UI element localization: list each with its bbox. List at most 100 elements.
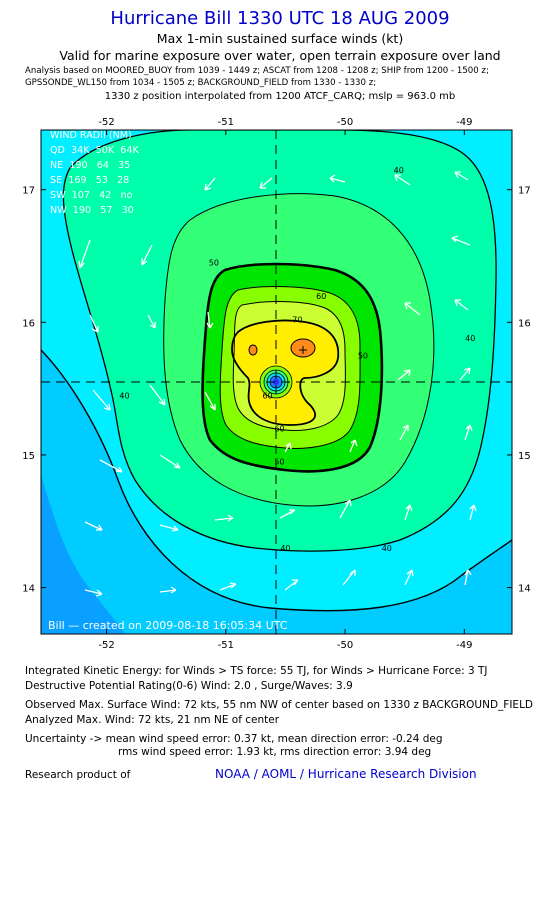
created-credit: Bill — created on 2009-08-18 16:05:34 UT… [48, 619, 288, 632]
uncertainty-line-2: rms wind speed error: 1.93 kt, rms direc… [118, 746, 432, 758]
wind-field: 40 40 40 40 40 50 50 50 60 60 60 70 WIND RADII (NM)… [41, 130, 512, 634]
wind-arrow [159, 586, 177, 594]
contour-label: 40 [382, 544, 392, 553]
contour-label: 40 [465, 334, 475, 343]
x-tick-label-top: -51 [218, 117, 234, 128]
contour-70-north [290, 338, 316, 358]
wind-arrow [219, 582, 237, 591]
wind-arrow [342, 569, 356, 586]
x-tick-label-top: -52 [98, 117, 114, 128]
wind-radii-row: QD 34K 50K 64K [50, 145, 139, 156]
analysis-sources-line-2: GPSSONDE_WL150 from 1034 - 1505 z; BACKG… [25, 78, 377, 88]
wind-arrows [78, 171, 477, 597]
wind-arrow [284, 442, 292, 453]
wind-arrow [329, 174, 346, 183]
contour-label: 60 [274, 424, 284, 433]
field-70-plus-west [249, 345, 257, 355]
wind-arrow [204, 391, 216, 411]
center-crosshair [41, 130, 512, 634]
wind-arrow [84, 589, 103, 597]
x-tick-label-bottom: -52 [98, 640, 114, 651]
x-tick-label-top: -50 [337, 117, 353, 128]
research-label: Research product of [25, 769, 131, 781]
y-tick-label-left: 17 [22, 186, 35, 197]
x-tick-label-top: -49 [456, 117, 472, 128]
wind-arrow [159, 454, 181, 469]
wind-arrow [159, 524, 179, 532]
max-wind-marker [299, 346, 307, 354]
y-tick-label-left: 14 [22, 584, 35, 595]
wind-arrow [206, 311, 214, 329]
wind-chart: 40 40 40 40 40 50 50 50 60 60 60 70 WIND RADII (NM)… [22, 117, 530, 651]
wind-arrow [89, 314, 99, 333]
wind-arrow [454, 171, 469, 181]
contour-label: 50 [274, 458, 284, 467]
contour-40 [62, 130, 497, 552]
wind-arrow [339, 499, 352, 519]
wind-arrow [279, 509, 296, 519]
field-below-30 [41, 475, 125, 634]
wind-radii-row: SW 107 42 no [50, 190, 133, 201]
plot-frame [40, 129, 513, 635]
subtitle-validity: Valid for marine exposure over water, op… [59, 48, 501, 63]
org-link[interactable]: NOAA / AOML / Hurricane Research Divisio… [215, 767, 477, 781]
wind-arrow [147, 314, 156, 329]
wind-arrow [349, 439, 358, 453]
contour-label: 70 [292, 316, 302, 325]
wind-arrow [149, 384, 166, 406]
contour-label: 40 [280, 544, 290, 553]
wind-arrow [451, 235, 471, 246]
contour-label: 60 [262, 391, 272, 400]
wind-arrow [404, 302, 421, 316]
y-tick-label-left: 15 [22, 451, 35, 462]
wind-arrow [469, 504, 477, 521]
contour-65 [231, 319, 340, 426]
wind-arrow [84, 521, 103, 531]
axes: -52 -52 -51 -51 -50 -50 -49 -49 17 17 16 16 15 15 14 14 [22, 117, 530, 651]
x-tick-label-bottom: -49 [456, 640, 472, 651]
x-tick-label-bottom: -51 [218, 640, 234, 651]
wind-arrow [99, 459, 123, 473]
wind-radii-row: SE 169 53 28 [50, 175, 129, 186]
analyzed-max-line: Analyzed Max. Wind: 72 kts, 21 nm NE of … [25, 714, 280, 726]
analysis-sources-line-1: Analysis based on MOORED_BUOY from 1039 … [25, 66, 489, 76]
eye-core [273, 379, 279, 385]
y-tick-label-right: 14 [518, 584, 531, 595]
wind-arrow [78, 239, 91, 269]
contour-40-outer [41, 349, 512, 612]
y-tick-label-right: 17 [518, 186, 531, 197]
contour-label: 40 [119, 391, 129, 400]
observed-max-line: Observed Max. Surface Wind: 72 kts, 55 n… [25, 699, 534, 711]
x-tick-label-bottom: -50 [337, 640, 353, 651]
wind-arrow [404, 569, 414, 586]
wind-arrow [92, 389, 111, 411]
wind-arrow [259, 177, 273, 189]
uncertainty-line-1: Uncertainty -> mean wind speed error: 0.… [25, 733, 443, 745]
ike-line: Integrated Kinetic Energy: for Winds > T… [25, 665, 488, 677]
contour-60 [232, 301, 346, 431]
contour-70-west [248, 344, 258, 356]
contour-45 [163, 193, 435, 507]
wind-radii-title: WIND RADII (NM) [50, 130, 132, 141]
contour-labels: 40 40 40 40 40 50 50 50 60 60 60 70 [119, 166, 475, 553]
wind-arrow [454, 299, 469, 311]
y-tick-label-right: 15 [518, 451, 531, 462]
wind-arrow [397, 369, 411, 381]
wind-arrow [394, 174, 411, 186]
dpr-line: Destructive Potential Rating(0-6) Wind: … [25, 680, 353, 692]
position-line: 1330 z position interpolated from 1200 A… [104, 91, 456, 102]
field-30-35 [41, 350, 512, 634]
contour-label: 50 [209, 259, 219, 268]
y-tick-label-left: 16 [22, 318, 35, 329]
contour-label: 60 [316, 292, 326, 301]
wind-arrow [464, 569, 472, 586]
wind-arrow [459, 367, 471, 381]
wind-arrow [404, 504, 413, 521]
contour-label: 50 [358, 351, 368, 360]
contour-label: 40 [394, 166, 404, 175]
wind-arrow [399, 424, 409, 441]
contour-50 [201, 262, 384, 473]
wind-arrow [284, 579, 299, 591]
wind-radii-row: NE 190 64 35 [50, 160, 130, 171]
wind-arrow [204, 177, 216, 191]
